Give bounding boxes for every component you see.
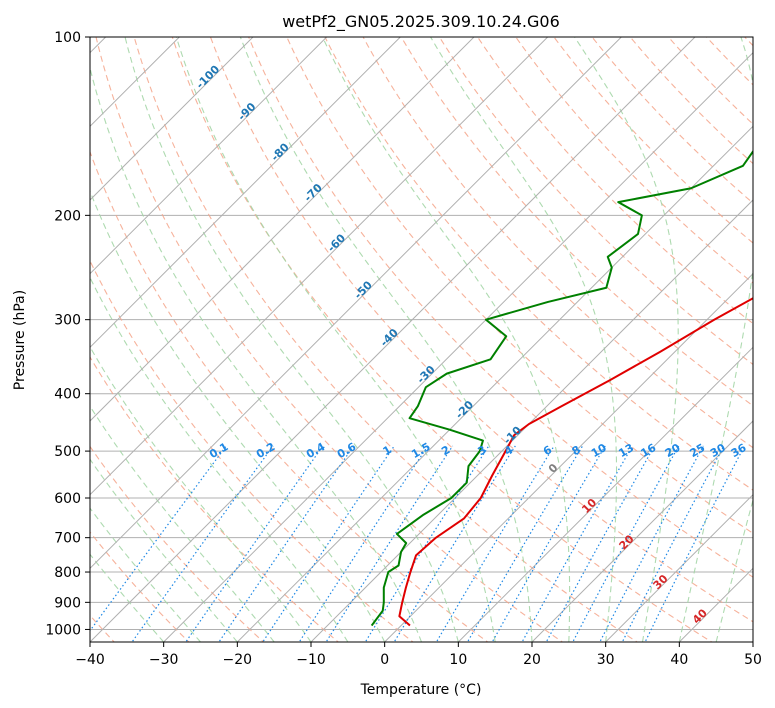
dry-adiabat — [95, 37, 564, 642]
mixing-ratio-line — [185, 445, 324, 642]
mixing-ratio-line — [491, 445, 606, 642]
x-tick-label: 30 — [597, 652, 615, 668]
isotherm-line — [90, 37, 401, 349]
moist-adiabat — [90, 458, 238, 642]
dry-adiabat — [90, 259, 414, 642]
dry-adiabat — [629, 37, 753, 165]
mixing-ratio-line — [131, 445, 274, 642]
moist-adiabat — [90, 276, 349, 642]
chart-title: wetPf2_GN05.2025.309.10.24.G06 — [282, 12, 560, 32]
dry-adiabat — [133, 37, 639, 642]
grid-layer — [90, 37, 753, 630]
isotherm-line — [90, 37, 622, 570]
x-tick-label: −40 — [75, 652, 105, 668]
dry-adiabat — [324, 37, 753, 491]
y-tick-label: 100 — [54, 30, 81, 46]
mixing-ratio-line — [466, 445, 584, 642]
isotherm-line — [163, 51, 753, 642]
sounding-series — [370, 149, 753, 627]
dry-adiabat — [90, 150, 489, 642]
moist-adiabat — [239, 37, 533, 642]
x-tick-label: 50 — [744, 652, 762, 668]
dry-adiabat — [90, 445, 265, 642]
y-axis-title: Pressure (hPa) — [12, 290, 28, 390]
moist-adiabat — [175, 37, 496, 642]
isotherm-line — [605, 493, 753, 642]
dry-adiabat — [591, 37, 753, 204]
mixing-ratio-line — [298, 445, 429, 642]
y-tick-label: 900 — [54, 595, 81, 611]
y-tick-label: 500 — [54, 444, 81, 460]
dry-adiabat — [476, 37, 753, 325]
y-tick-label: 400 — [54, 387, 81, 403]
isotherm-line — [90, 37, 475, 422]
isotherm-line — [90, 37, 328, 275]
mixing-ratio-line — [262, 445, 395, 642]
axes: −40 −30 −20 −10 0 10 20 30 40 50 1000 900 800 700 600 5… — [45, 30, 762, 668]
x-axis-title: Temperature (°C) — [360, 682, 482, 698]
dry-adiabat — [171, 37, 713, 642]
dry-adiabat — [248, 37, 753, 578]
x-tick-label: 0 — [380, 652, 389, 668]
mixing-ratio-line — [325, 445, 454, 642]
moist-adiabat — [90, 507, 201, 642]
moist-adiabat — [124, 37, 459, 642]
plot-frame — [89, 36, 754, 643]
temperature-line — [398, 297, 753, 627]
moist-adiabat — [321, 37, 571, 642]
dry-adiabat — [286, 37, 753, 534]
y-tick-label: 200 — [54, 208, 81, 224]
dry-adiabats — [90, 37, 753, 642]
y-tick-label: 700 — [54, 531, 81, 547]
dry-adiabat — [438, 37, 753, 366]
mixing-ratio-line — [599, 445, 704, 642]
moist-adiabat — [90, 405, 275, 642]
plot-area: 0.1 0.2 0.4 0.6 1 1.5 2 3 4 6 8 10 13 16 20 25 30 36-100-… — [90, 37, 753, 642]
y-tick-label: 800 — [54, 565, 81, 581]
moist-adiabat — [678, 37, 753, 642]
y-tick-label: 300 — [54, 313, 81, 329]
moist-adiabat — [90, 189, 386, 642]
moist-adiabat — [430, 37, 618, 642]
moist-adiabat — [90, 553, 165, 642]
mixing-ratio-line — [218, 445, 355, 642]
dry-adiabat — [362, 37, 753, 449]
moist-adiabat — [574, 37, 679, 642]
mixing-ratio-line — [572, 445, 680, 642]
mixing-ratio-lines — [90, 445, 746, 642]
dry-adiabat — [90, 356, 340, 642]
x-tick-label: 20 — [523, 652, 541, 668]
dry-adiabat — [400, 37, 753, 407]
dewpoint-line — [370, 149, 753, 627]
x-tick-label: −30 — [149, 652, 179, 668]
isotherm-line — [236, 125, 753, 642]
moist-adiabat — [715, 498, 753, 642]
y-tick-label: 600 — [54, 491, 81, 507]
y-tick-label: 1000 — [45, 622, 81, 638]
skewed-isotherms — [90, 37, 753, 642]
x-tick-label: −20 — [223, 652, 253, 668]
isotherm-line — [531, 420, 753, 642]
isotherm-line — [90, 37, 549, 496]
isotherm-line — [90, 37, 254, 201]
x-tick-label: 40 — [670, 652, 688, 668]
x-tick-label: −10 — [296, 652, 326, 668]
isotherm-line — [310, 199, 753, 642]
x-tick-label: 10 — [449, 652, 467, 668]
isotherm-line — [457, 346, 753, 642]
mixing-ratio-line — [393, 445, 516, 642]
mixing-ratio-line — [364, 445, 490, 642]
isotherm-line — [90, 37, 696, 642]
isotherm-line — [384, 272, 753, 642]
